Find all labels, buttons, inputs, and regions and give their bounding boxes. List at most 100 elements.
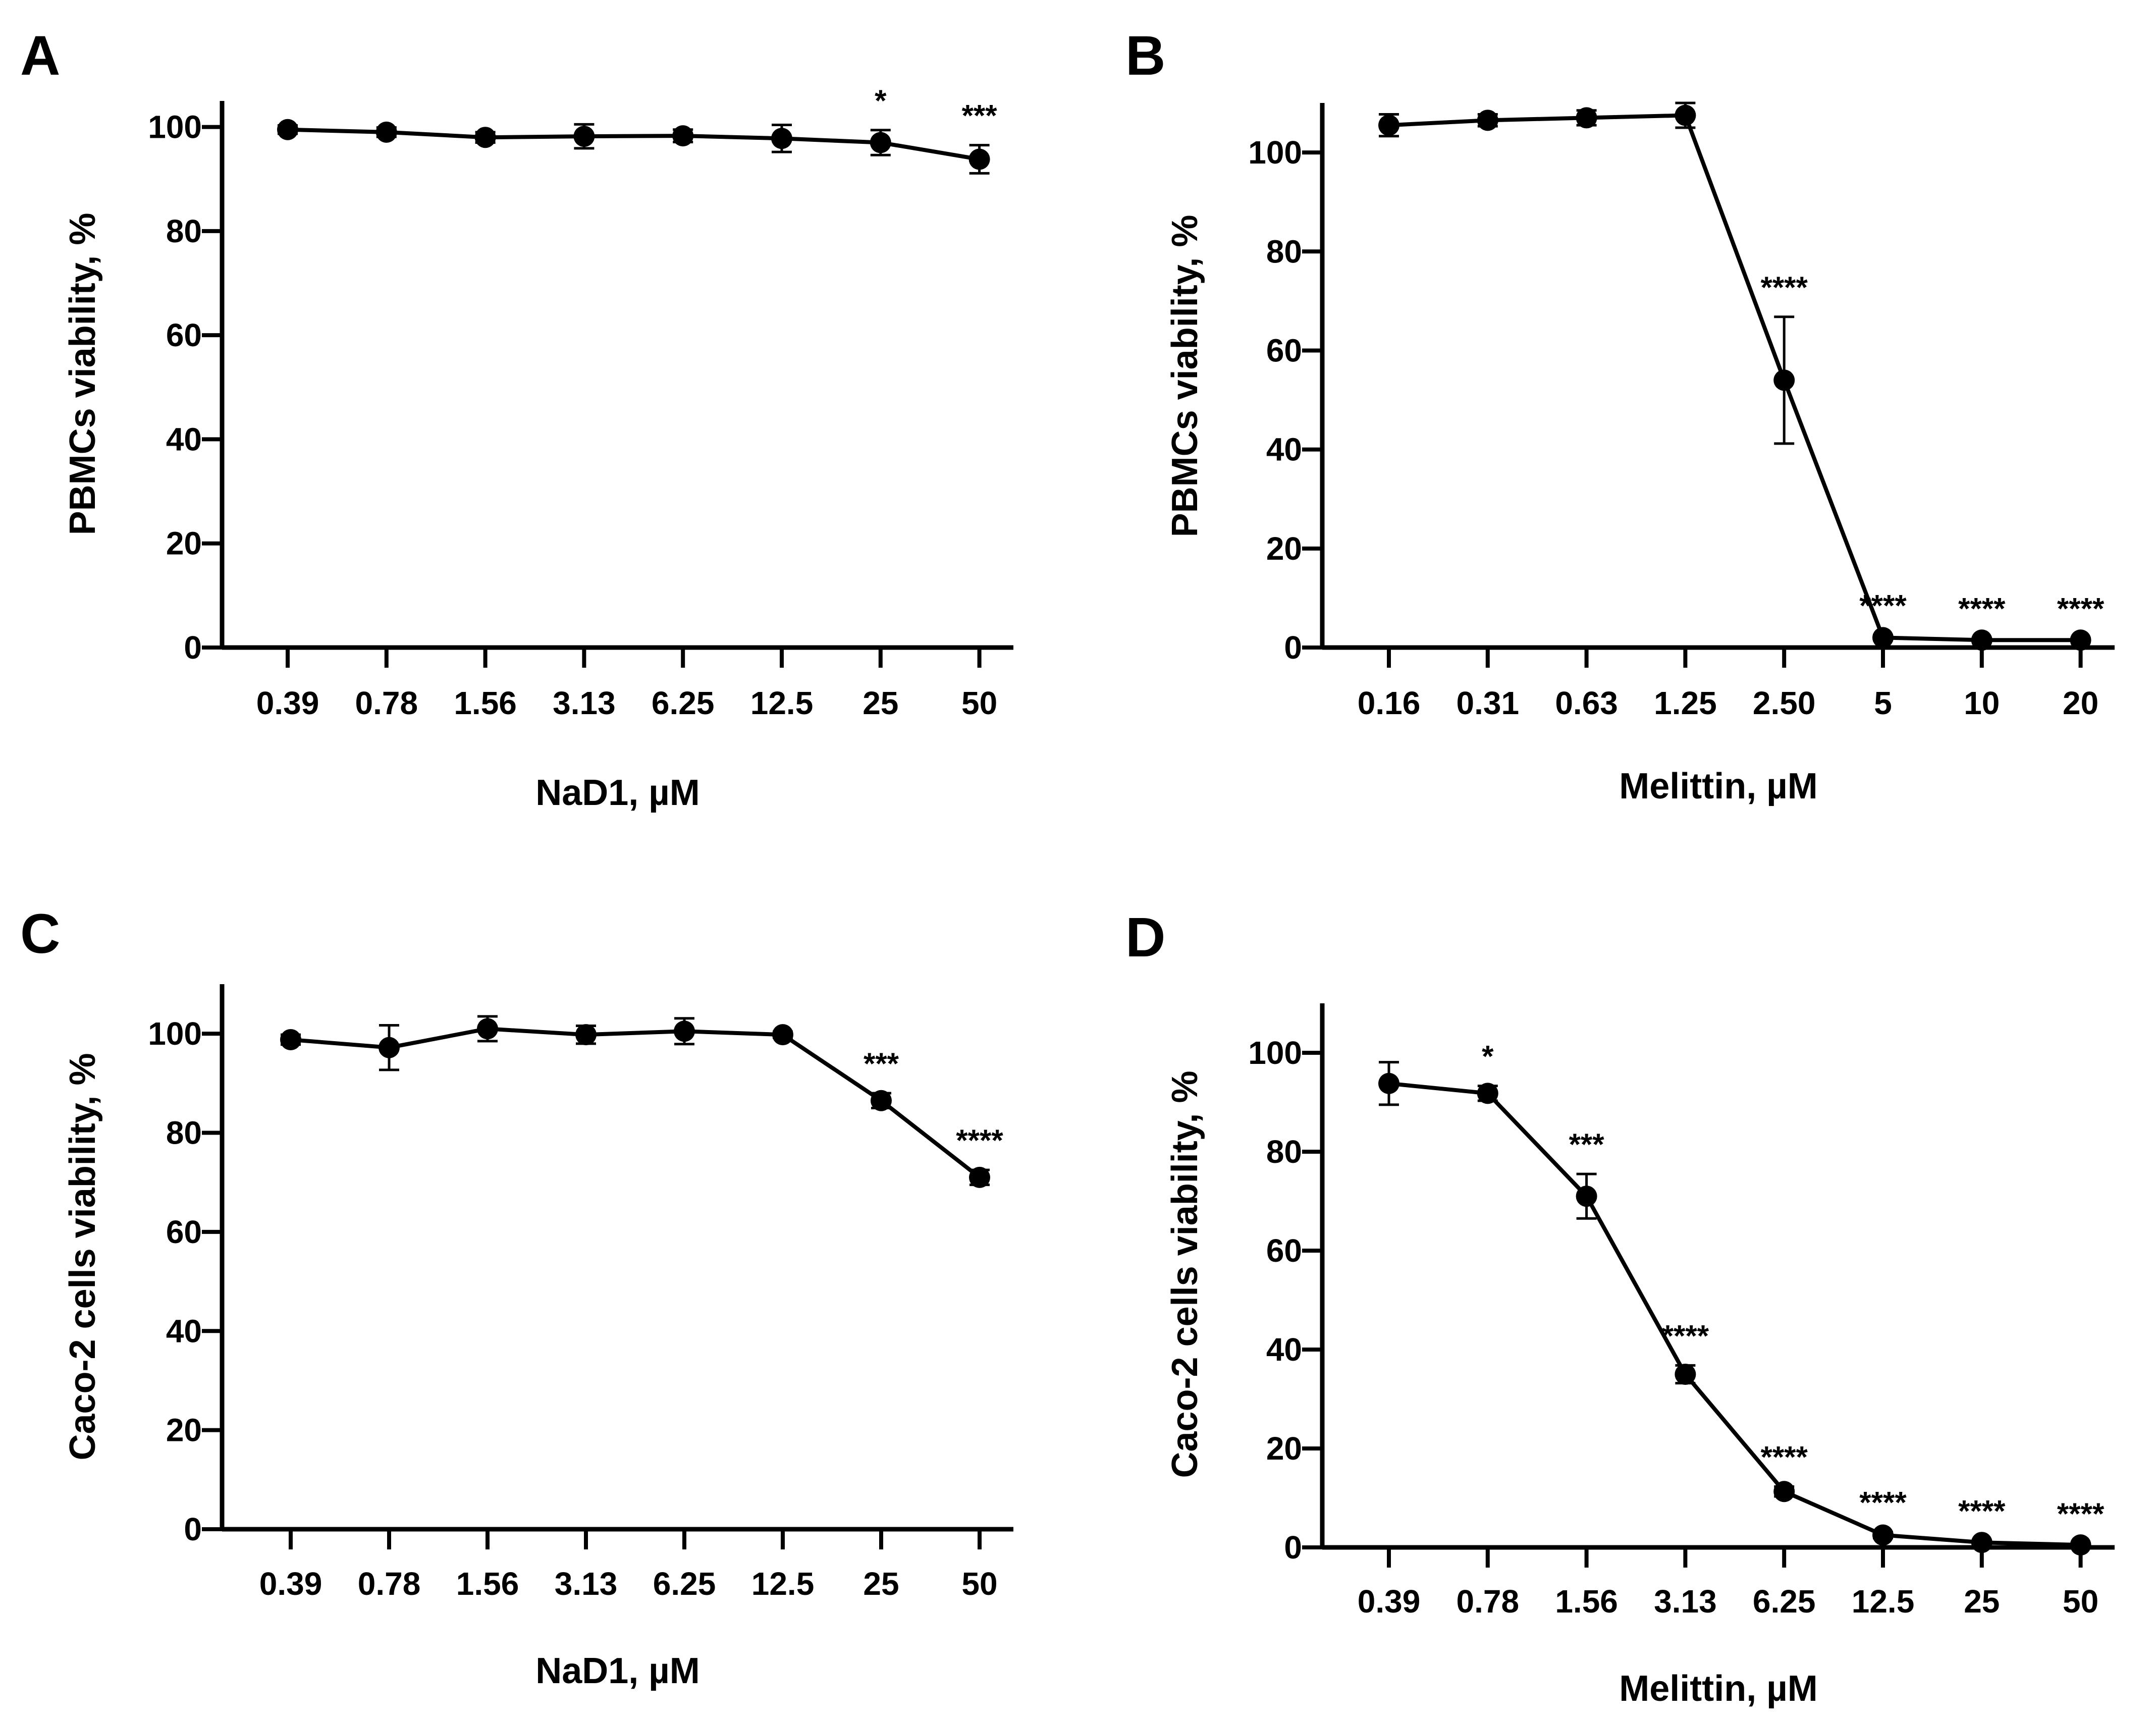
- significance-label: ****: [2057, 1497, 2105, 1531]
- significance-label: ****: [1958, 592, 2006, 625]
- y-tick-label: 0: [184, 1511, 202, 1547]
- y-axis-title: Caco-2 cells viability, %: [1165, 1070, 1205, 1478]
- x-tick-label: 50: [961, 685, 997, 721]
- data-point: [968, 148, 990, 170]
- y-tick-label: 80: [166, 1115, 202, 1151]
- x-tick-label: 3.13: [553, 685, 616, 721]
- y-tick-label: 80: [166, 213, 202, 249]
- panel-letter-c: C: [20, 903, 60, 965]
- x-tick-label: 0.16: [1358, 685, 1421, 721]
- x-tick-label: 0.63: [1555, 685, 1618, 721]
- data-point: [477, 1018, 498, 1040]
- y-tick-label: 20: [1266, 1430, 1302, 1467]
- y-tick-label: 100: [1248, 134, 1302, 171]
- panel-letter-a: A: [20, 25, 60, 87]
- data-point: [1477, 1083, 1498, 1104]
- significance-label: *: [1482, 1040, 1494, 1073]
- y-tick-label: 60: [166, 1214, 202, 1250]
- x-tick-label: 0.78: [1457, 1583, 1520, 1620]
- x-tick-label: 0.78: [355, 685, 418, 721]
- data-point: [379, 1037, 400, 1058]
- series-line: [1388, 113, 2081, 642]
- y-axis-title: PBMCs viability, %: [1165, 215, 1205, 538]
- data-point: [771, 128, 792, 149]
- data-point: [1576, 1186, 1597, 1207]
- x-tick-label: 50: [961, 1566, 997, 1602]
- data-point: [280, 1029, 301, 1050]
- panel-b: B 0 20 40 60 80 100 0.16 0.31 0.63 1.25 2.50 5 10 20…: [1125, 25, 2115, 807]
- data-point: [1773, 369, 1795, 391]
- data-point: [1378, 115, 1399, 136]
- x-tick-label: 20: [2063, 685, 2098, 721]
- data-point: [870, 132, 891, 153]
- y-tick-label: 100: [1248, 1035, 1302, 1071]
- x-tick-label: 1.25: [1654, 685, 1717, 721]
- x-tick-label: 0.78: [358, 1566, 421, 1602]
- data-point: [1675, 104, 1696, 126]
- x-axis-title: Melittin, µM: [1619, 1669, 1817, 1709]
- y-tick-label: 0: [184, 629, 202, 666]
- panel-d: D 0 20 40 60 80 100 0.39 0.78 1.56 3.13 6.25 12.5 2…: [1125, 906, 2115, 1709]
- significance-label: ****: [1760, 271, 1808, 304]
- y-axis-title: Caco-2 cells viability, %: [63, 1053, 103, 1460]
- data-point: [1378, 1072, 1399, 1094]
- data-point: [277, 119, 298, 140]
- panel-c: C 0 20 40 60 80 100 0.39 0.78 1.56 3.13 6.25 12.5 2…: [20, 903, 1013, 1691]
- x-tick-label: 0.39: [1358, 1583, 1421, 1620]
- x-axis-title: Melittin, µM: [1619, 766, 1817, 807]
- panel-letter-d: D: [1125, 906, 1165, 969]
- y-tick-label: 20: [1266, 530, 1302, 567]
- x-tick-label: 1.56: [1555, 1583, 1618, 1620]
- x-tick-label: 25: [863, 1566, 899, 1602]
- y-tick-label: 40: [166, 421, 202, 457]
- data-point: [375, 121, 397, 143]
- data-point: [1477, 110, 1498, 131]
- y-tick-label: 60: [1266, 332, 1302, 368]
- y-tick-label: 60: [1266, 1232, 1302, 1269]
- series-line: [1388, 1081, 2081, 1547]
- panel-letter-b: B: [1125, 25, 1165, 87]
- series-line: [290, 1027, 981, 1179]
- data-point: [772, 1024, 793, 1046]
- data-point: [1576, 107, 1597, 129]
- y-tick-label: 0: [1284, 629, 1302, 666]
- y-tick-label: 100: [148, 109, 202, 145]
- x-tick-label: 5: [1874, 685, 1892, 721]
- x-tick-label: 10: [1964, 685, 2000, 721]
- x-tick-label: 2.50: [1753, 685, 1816, 721]
- significance-label: ****: [1859, 588, 1907, 622]
- significance-label: ****: [956, 1123, 1003, 1157]
- x-axis-title: NaD1, µM: [535, 773, 700, 813]
- x-tick-label: 0.31: [1457, 685, 1520, 721]
- y-tick-label: 40: [1266, 432, 1302, 468]
- x-tick-label: 12.5: [1852, 1583, 1915, 1620]
- significance-label: ***: [962, 99, 998, 133]
- data-point: [871, 1090, 892, 1111]
- x-tick-label: 6.25: [653, 1566, 716, 1602]
- data-point: [2070, 1534, 2091, 1556]
- data-point: [575, 1024, 597, 1046]
- y-tick-label: 20: [166, 525, 202, 562]
- significance-label: ***: [1569, 1127, 1605, 1161]
- x-tick-label: 1.56: [456, 1566, 519, 1602]
- data-point: [1675, 1364, 1696, 1385]
- x-tick-label: 3.13: [555, 1566, 618, 1602]
- x-tick-label: 12.5: [750, 685, 814, 721]
- y-tick-label: 0: [1284, 1529, 1302, 1566]
- y-tick-label: 20: [166, 1412, 202, 1448]
- y-tick-label: 40: [1266, 1331, 1302, 1368]
- x-tick-label: 0.39: [259, 1566, 322, 1602]
- significance-label: ***: [864, 1047, 899, 1081]
- data-point: [1872, 1524, 1894, 1546]
- y-tick-label: 60: [166, 317, 202, 353]
- x-tick-label: 3.13: [1654, 1583, 1717, 1620]
- data-point: [969, 1166, 990, 1188]
- x-tick-label: 50: [2063, 1583, 2098, 1620]
- data-point: [474, 127, 496, 148]
- significance-label: ****: [1760, 1440, 1808, 1474]
- x-axis-title: NaD1, µM: [535, 1651, 700, 1691]
- x-tick-label: 6.25: [652, 685, 715, 721]
- y-axis-title: PBMCs viability, %: [63, 213, 103, 535]
- data-point: [1872, 627, 1894, 649]
